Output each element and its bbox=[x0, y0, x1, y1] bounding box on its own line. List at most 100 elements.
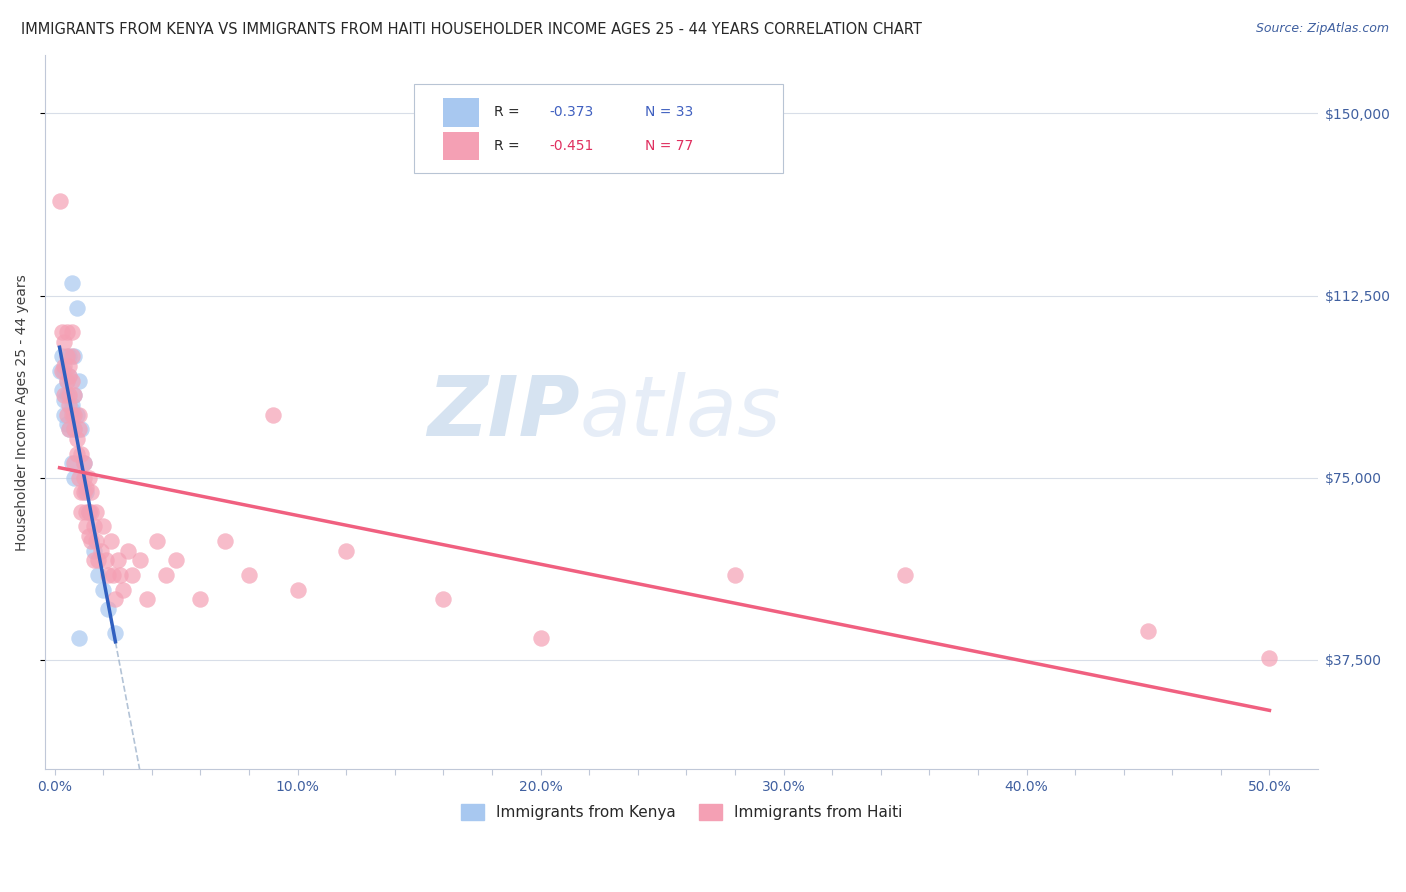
Point bbox=[104, 626, 127, 640]
Point bbox=[53, 364, 76, 378]
FancyBboxPatch shape bbox=[415, 84, 783, 173]
Point bbox=[190, 592, 212, 607]
Point bbox=[75, 505, 97, 519]
Point bbox=[60, 277, 83, 291]
Point bbox=[75, 481, 97, 495]
Point bbox=[53, 334, 76, 349]
Point bbox=[894, 568, 917, 582]
Point bbox=[58, 422, 80, 436]
Text: Source: ZipAtlas.com: Source: ZipAtlas.com bbox=[1256, 22, 1389, 36]
Point bbox=[60, 325, 83, 339]
Point bbox=[83, 553, 105, 567]
Point bbox=[100, 533, 122, 548]
Point bbox=[110, 568, 132, 582]
Point bbox=[53, 393, 76, 408]
Point bbox=[83, 519, 105, 533]
Text: atlas: atlas bbox=[579, 372, 782, 453]
Point bbox=[529, 631, 551, 645]
Point bbox=[58, 398, 80, 412]
Point bbox=[80, 485, 103, 500]
Point bbox=[77, 471, 100, 485]
Point bbox=[165, 553, 187, 567]
Point bbox=[136, 592, 159, 607]
Point bbox=[1258, 650, 1281, 665]
Point bbox=[432, 592, 454, 607]
Point bbox=[145, 533, 167, 548]
Point bbox=[60, 398, 83, 412]
Point bbox=[48, 364, 70, 378]
Point bbox=[60, 408, 83, 422]
Point bbox=[63, 388, 86, 402]
FancyBboxPatch shape bbox=[443, 131, 479, 161]
Point bbox=[48, 194, 70, 208]
Point bbox=[56, 374, 79, 388]
Point bbox=[238, 568, 260, 582]
Point bbox=[65, 408, 87, 422]
Text: N = 77: N = 77 bbox=[644, 139, 693, 153]
Point bbox=[107, 553, 129, 567]
Point bbox=[84, 505, 107, 519]
Point bbox=[70, 505, 93, 519]
Point bbox=[63, 408, 86, 422]
Point bbox=[104, 592, 127, 607]
Text: ZIP: ZIP bbox=[427, 372, 579, 453]
Point bbox=[63, 388, 86, 402]
Point bbox=[87, 568, 110, 582]
Point bbox=[56, 325, 79, 339]
Legend: Immigrants from Kenya, Immigrants from Haiti: Immigrants from Kenya, Immigrants from H… bbox=[454, 797, 908, 826]
Point bbox=[90, 543, 112, 558]
Text: -0.373: -0.373 bbox=[550, 105, 593, 120]
Point bbox=[101, 568, 124, 582]
Point bbox=[51, 364, 73, 378]
Point bbox=[80, 505, 103, 519]
Point bbox=[63, 422, 86, 436]
Point bbox=[77, 529, 100, 543]
Point bbox=[58, 349, 80, 363]
Point bbox=[53, 359, 76, 373]
Point bbox=[73, 456, 96, 470]
Point bbox=[56, 408, 79, 422]
Point bbox=[56, 417, 79, 432]
Point bbox=[97, 602, 120, 616]
Point bbox=[70, 446, 93, 460]
Point bbox=[58, 368, 80, 383]
Point bbox=[67, 631, 90, 645]
Point bbox=[287, 582, 309, 597]
Point bbox=[75, 519, 97, 533]
Point bbox=[70, 485, 93, 500]
Point bbox=[63, 456, 86, 470]
Point bbox=[77, 505, 100, 519]
Point bbox=[97, 568, 120, 582]
Point bbox=[73, 456, 96, 470]
Point bbox=[70, 422, 93, 436]
Point bbox=[121, 568, 143, 582]
FancyBboxPatch shape bbox=[443, 98, 479, 127]
Point bbox=[111, 582, 134, 597]
Point bbox=[262, 408, 284, 422]
Point bbox=[67, 374, 90, 388]
Point bbox=[58, 388, 80, 402]
Point bbox=[83, 543, 105, 558]
Point bbox=[56, 374, 79, 388]
Point bbox=[67, 408, 90, 422]
Point bbox=[67, 422, 90, 436]
Point bbox=[73, 471, 96, 485]
Point bbox=[75, 485, 97, 500]
Point bbox=[155, 568, 177, 582]
Point bbox=[58, 359, 80, 373]
Point bbox=[60, 402, 83, 417]
Text: -0.451: -0.451 bbox=[550, 139, 593, 153]
Point bbox=[80, 533, 103, 548]
Point bbox=[77, 505, 100, 519]
Point bbox=[117, 543, 139, 558]
Point bbox=[91, 519, 114, 533]
Point bbox=[335, 543, 357, 558]
Y-axis label: Householder Income Ages 25 - 44 years: Householder Income Ages 25 - 44 years bbox=[15, 274, 30, 550]
Point bbox=[214, 533, 236, 548]
Point bbox=[63, 471, 86, 485]
Point bbox=[67, 471, 90, 485]
Point bbox=[65, 446, 87, 460]
Point bbox=[65, 432, 87, 446]
Point bbox=[56, 349, 79, 363]
Point bbox=[724, 568, 747, 582]
